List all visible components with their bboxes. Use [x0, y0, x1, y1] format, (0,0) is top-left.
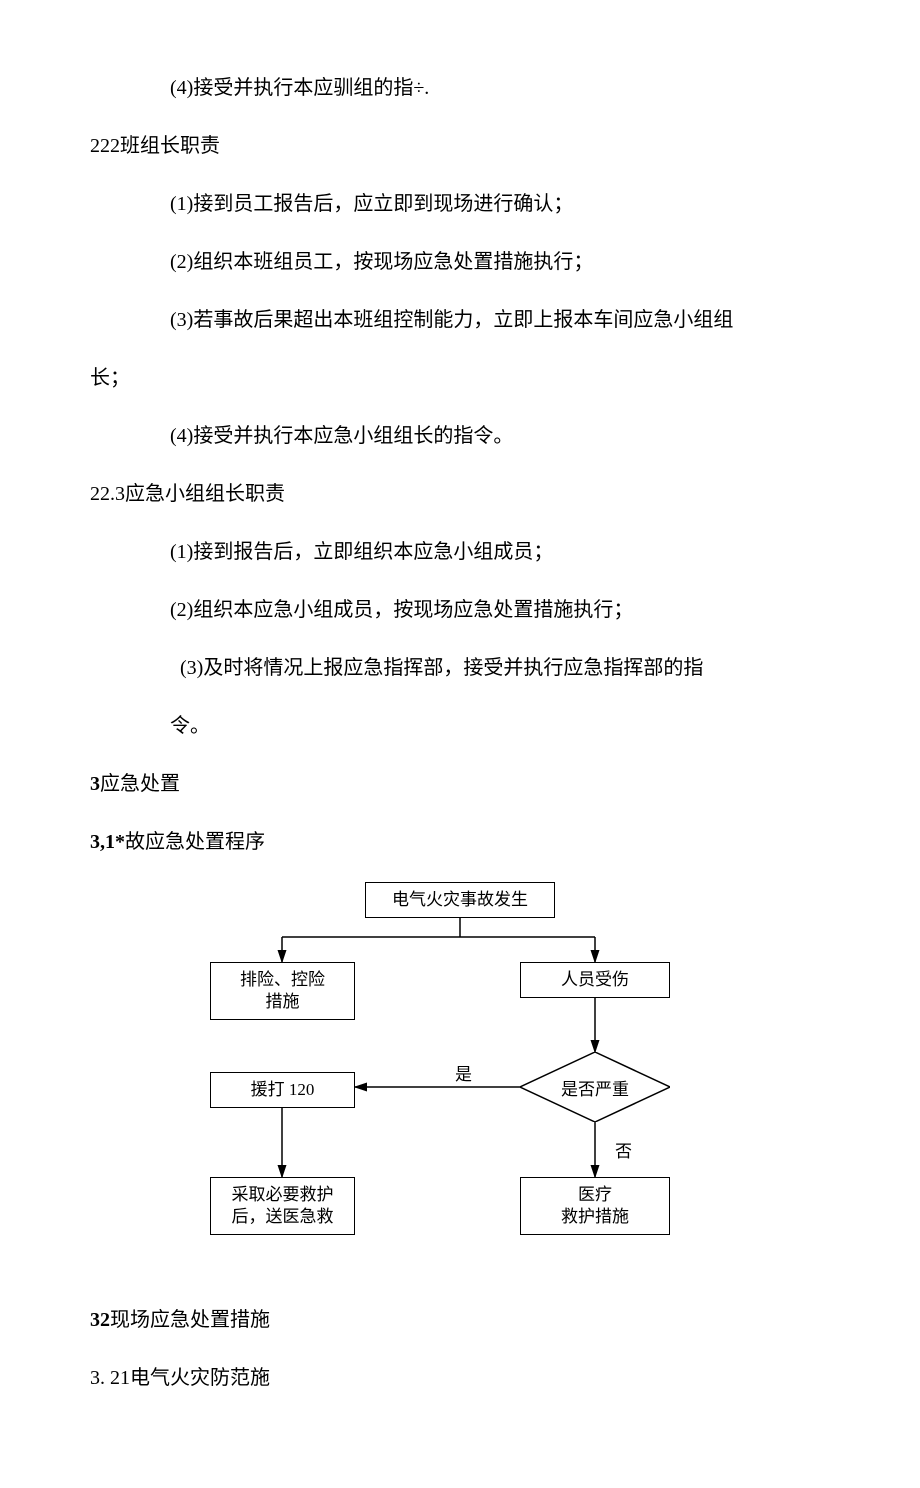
body-text: (4)接受并执行本应驯组的指÷.: [90, 70, 830, 106]
body-text: (3)若事故后果超出本班组控制能力，立即上报本车间应急小组组: [90, 302, 830, 338]
heading-32: 32现场应急处置措施: [90, 1302, 830, 1338]
flowchart-node-label: 是否严重: [561, 1075, 629, 1100]
heading-text: 故应急处置程序: [125, 831, 265, 853]
flowchart-emergency-procedure: 电气火灾事故发生 排险、控险 措施 人员受伤 是否严重 援打 120 采取必要救…: [180, 882, 740, 1282]
flowchart-node-exclude: 排险、控险 措施: [210, 962, 355, 1020]
heading-number: 3: [90, 773, 100, 795]
heading-3: 3应急处置: [90, 766, 830, 802]
flowchart-edge-label-yes: 是: [455, 1060, 472, 1085]
heading-321: 3. 21电气火灾防范施: [90, 1360, 830, 1396]
body-text: (2)组织本班组员工，按现场应急处置措施执行；: [90, 244, 830, 280]
flowchart-node-medical: 医疗 救护措施: [520, 1177, 670, 1235]
body-text: (1)接到报告后，立即组织本应急小组成员；: [90, 534, 830, 570]
heading-number: 3,1*: [90, 831, 125, 853]
flowchart-node-severe: 是否严重: [520, 1052, 670, 1122]
flowchart-edge-label-no: 否: [615, 1137, 632, 1162]
body-text: 令。: [90, 708, 830, 744]
body-text: 长；: [90, 360, 830, 396]
flowchart-node-start: 电气火灾事故发生: [365, 882, 555, 918]
heading-31: 3,1*故应急处置程序: [90, 824, 830, 860]
flowchart-node-rescue: 采取必要救护 后，送医急救: [210, 1177, 355, 1235]
heading-223: 22.3应急小组组长职责: [90, 476, 830, 512]
flowchart-node-dial120: 援打 120: [210, 1072, 355, 1108]
heading-number: 32: [90, 1309, 110, 1331]
heading-text: 应急处置: [100, 773, 180, 795]
body-text: (3)及时将情况上报应急指挥部，接受并执行应急指挥部的指: [90, 650, 830, 686]
flowchart-node-injury: 人员受伤: [520, 962, 670, 998]
body-text: (2)组织本应急小组成员，按现场应急处置措施执行；: [90, 592, 830, 628]
heading-222: 222班组长职责: [90, 128, 830, 164]
body-text: (1)接到员工报告后，应立即到现场进行确认；: [90, 186, 830, 222]
heading-text: 现场应急处置措施: [110, 1309, 270, 1331]
body-text: (4)接受并执行本应急小组组长的指令。: [90, 418, 830, 454]
